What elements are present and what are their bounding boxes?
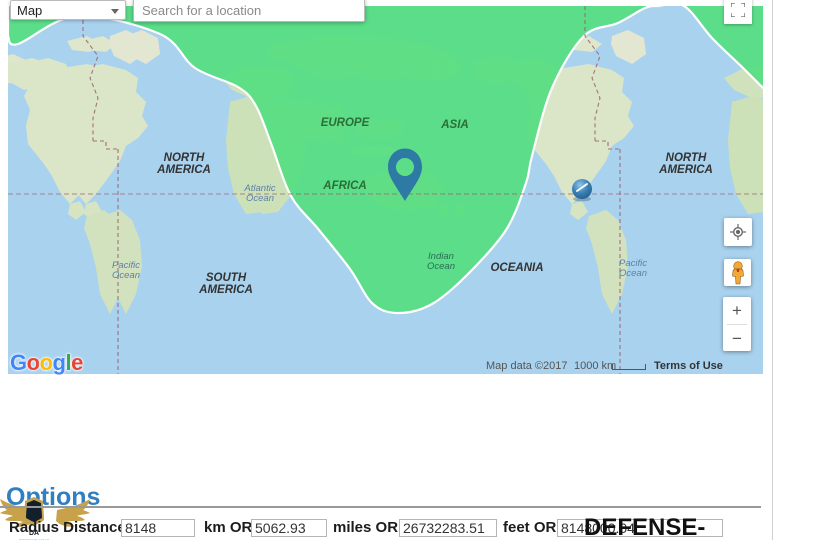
svg-text:AMERICA: AMERICA [156,164,211,176]
svg-text:OCEANIA: OCEANIA [490,262,543,274]
svg-text:ASIA: ASIA [440,119,468,131]
svg-text:AFRICA: AFRICA [322,180,366,192]
svg-text:EUROPE: EUROPE [321,117,370,129]
svg-text:NORTH: NORTH [164,152,205,164]
svg-text:AMERICA: AMERICA [198,284,253,296]
svg-text:SOUTH: SOUTH [206,272,247,284]
svg-text:Ocean: Ocean [112,270,140,281]
svg-text:Ocean: Ocean [427,261,455,272]
svg-text:AMERICA: AMERICA [658,164,713,176]
svg-text:NORTH: NORTH [666,152,707,164]
svg-text:Ocean: Ocean [619,268,647,279]
svg-text:Ocean: Ocean [246,193,274,204]
